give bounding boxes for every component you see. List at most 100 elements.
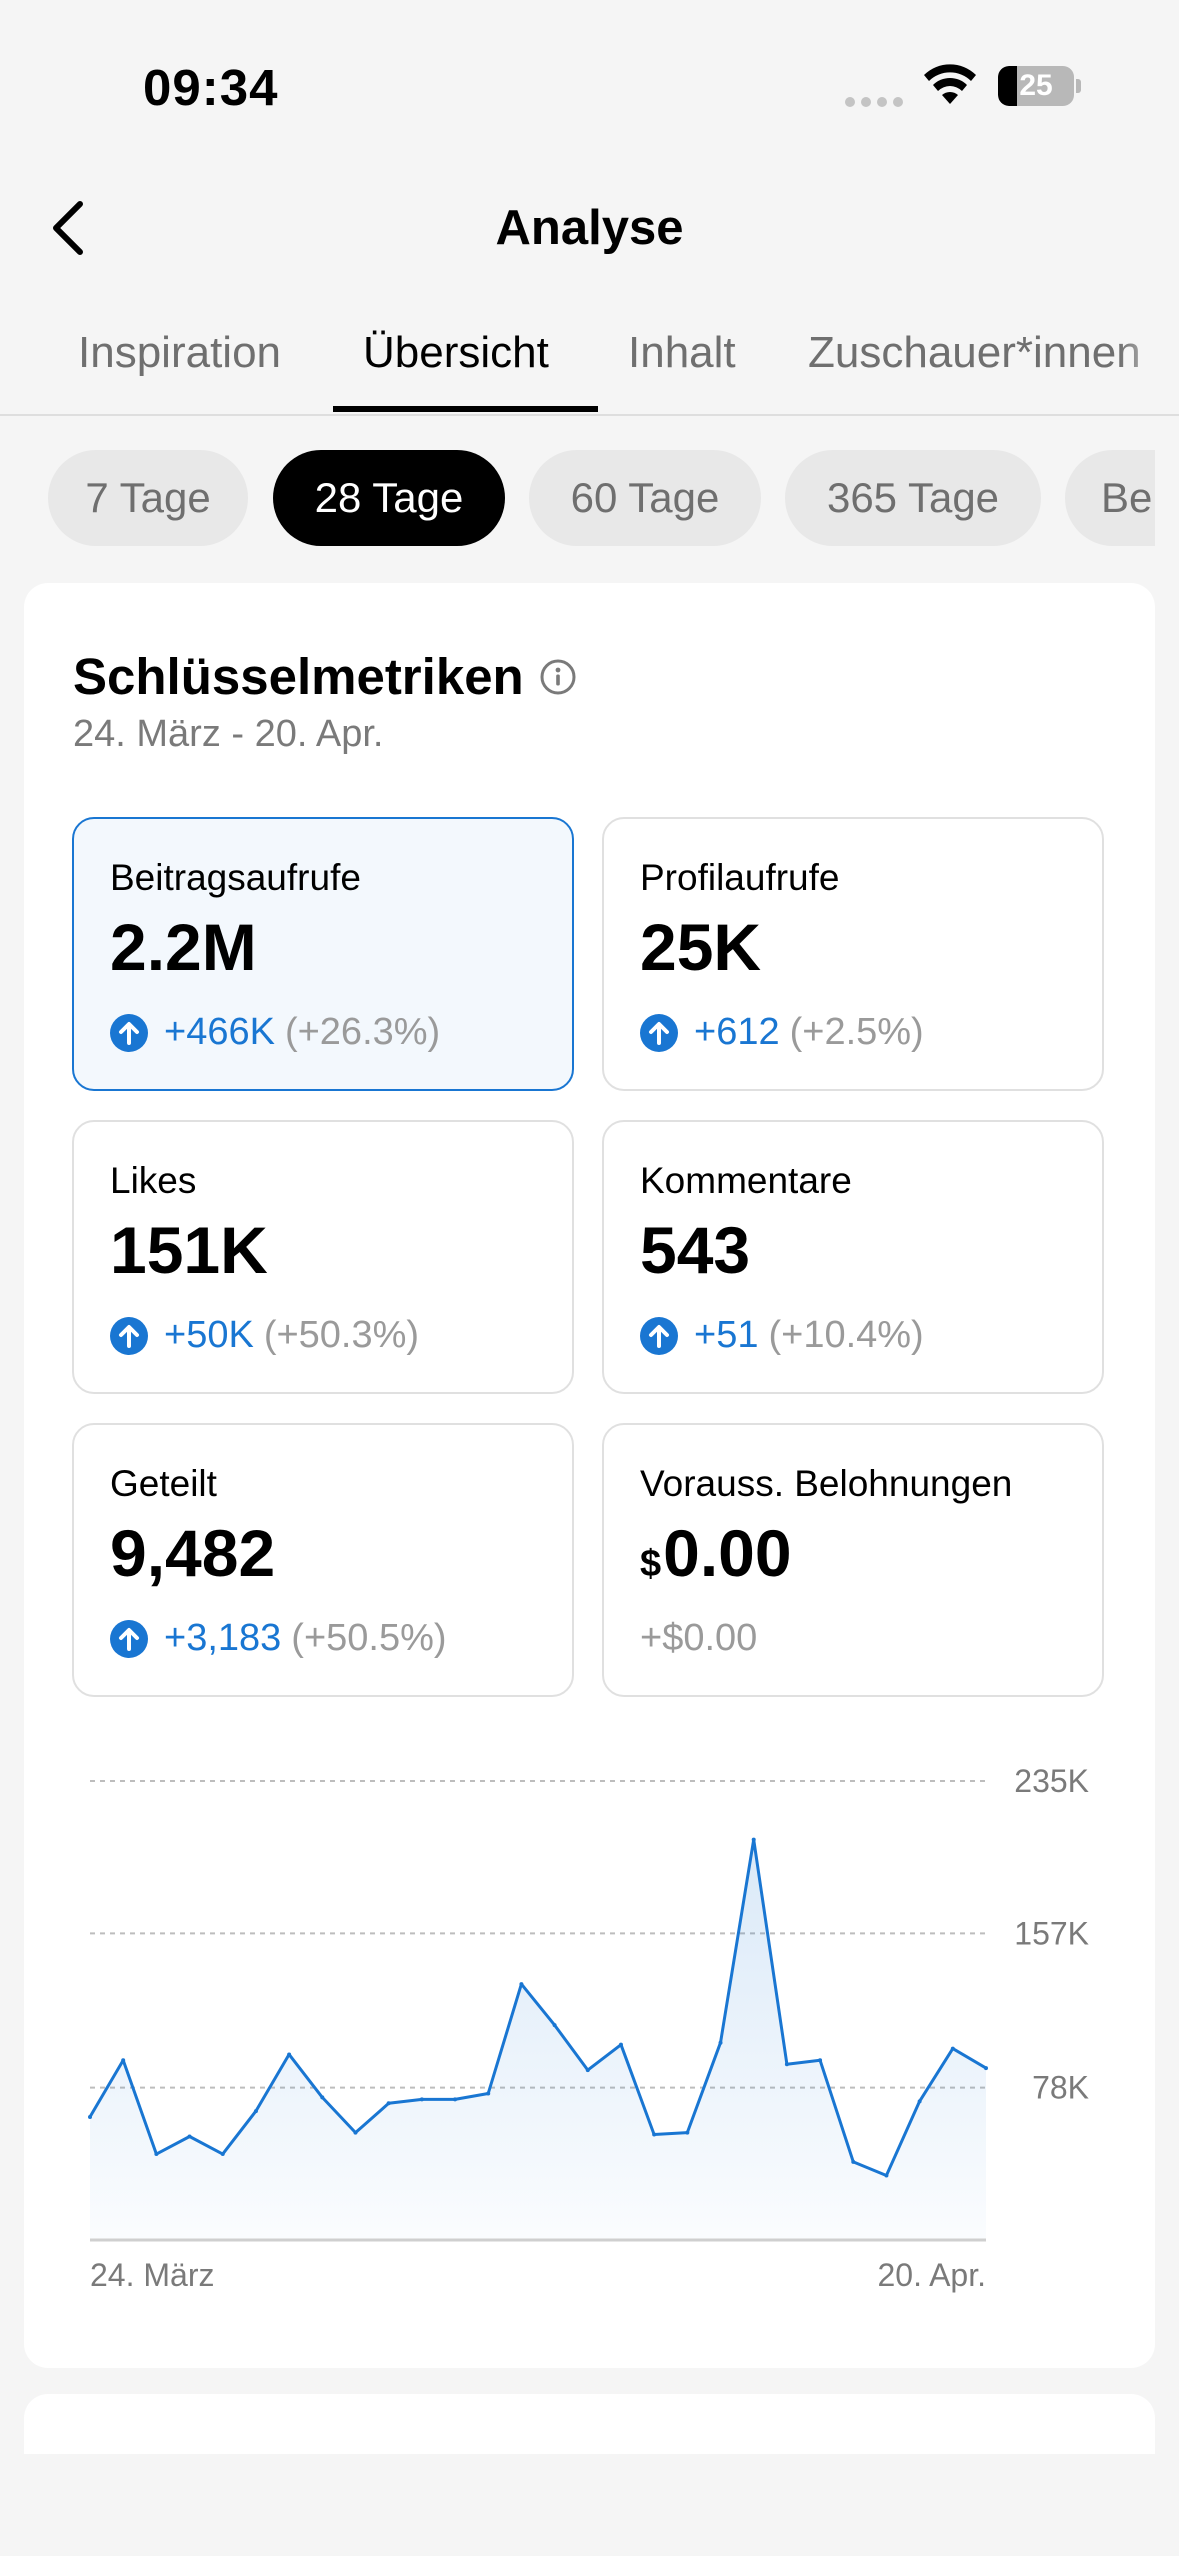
chart-point bbox=[751, 1837, 756, 1842]
x-axis-end-label: 20. Apr. bbox=[877, 2257, 986, 2293]
post-views-chart: 235K 157K 78K 24. März 20. Apr. bbox=[88, 1763, 1089, 2293]
page-title: Analyse bbox=[495, 201, 684, 255]
metric-post-views[interactable]: Beitragsaufrufe 2.2M +466K (+26.3%) bbox=[72, 817, 574, 1091]
chart-area-fill bbox=[90, 1839, 986, 2240]
battery-level: 25 bbox=[1019, 69, 1053, 102]
chart-point bbox=[287, 2052, 292, 2057]
metric-likes[interactable]: Likes 151K +50K (+50.3%) bbox=[72, 1120, 574, 1394]
metric-label: Vorauss. Belohnungen bbox=[640, 1463, 1013, 1504]
delta-percent: (+10.4%) bbox=[768, 1314, 924, 1356]
delta-percent: (+50.3%) bbox=[263, 1314, 420, 1356]
metric-comments[interactable]: Kommentare 543 +51 (+10.4%) bbox=[602, 1120, 1104, 1394]
info-icon[interactable] bbox=[540, 659, 576, 695]
chart-point bbox=[585, 2068, 590, 2073]
metric-value: 543 bbox=[640, 1213, 751, 1287]
tab-audience[interactable]: Zuschauer*innen bbox=[808, 328, 1141, 377]
chart-series-line bbox=[88, 1838, 987, 2177]
delta-percent: (+50.5%) bbox=[291, 1617, 447, 1659]
delta-absolute: +612 bbox=[694, 1011, 780, 1053]
chart-point bbox=[652, 2132, 657, 2137]
chart-point bbox=[386, 2101, 391, 2106]
metric-estimated-rewards[interactable]: Vorauss. Belohnungen $0.00 +$0.00 bbox=[602, 1423, 1104, 1697]
metric-label: Beitragsaufrufe bbox=[110, 857, 361, 898]
chart-point bbox=[320, 2095, 325, 2100]
chart-point bbox=[154, 2152, 159, 2157]
metric-profile-views[interactable]: Profilaufrufe 25K +612 (+2.5%) bbox=[602, 817, 1104, 1091]
y-tick-label: 235K bbox=[1014, 1763, 1089, 1799]
currency-symbol: $ bbox=[640, 1543, 662, 1585]
chart-point bbox=[419, 2097, 424, 2102]
metric-delta: +51 (+10.4%) bbox=[640, 1314, 924, 1357]
chart-point bbox=[519, 1982, 524, 1987]
chip-365-days[interactable]: 365 Tage bbox=[785, 450, 1041, 546]
y-tick-label: 157K bbox=[1014, 1915, 1089, 1951]
chart-point bbox=[718, 2040, 723, 2045]
tab-fade bbox=[1119, 300, 1179, 410]
key-metrics-header: Schlüsselmetriken bbox=[73, 647, 576, 706]
chart-point bbox=[618, 2042, 623, 2047]
metric-value: 25K bbox=[640, 910, 762, 984]
date-range-chips: 7 Tage 28 Tage 60 Tage 365 Tage Benutzer… bbox=[0, 450, 1155, 548]
metric-value-number: 0.00 bbox=[663, 1516, 792, 1590]
metric-label: Profilaufrufe bbox=[640, 857, 840, 898]
chart-point bbox=[220, 2152, 225, 2157]
metric-delta: +3,183 (+50.5%) bbox=[110, 1617, 447, 1660]
metric-value: 2.2M bbox=[110, 910, 257, 984]
back-button[interactable] bbox=[38, 198, 98, 258]
chart-point bbox=[353, 2130, 358, 2135]
date-range-label: 24. März - 20. Apr. bbox=[73, 713, 384, 755]
key-metrics-card: Schlüsselmetriken 24. März - 20. Apr. Be… bbox=[24, 583, 1155, 2368]
wifi-icon bbox=[924, 64, 976, 104]
metric-delta: +50K (+50.3%) bbox=[110, 1314, 419, 1357]
chip-custom[interactable]: Benutzerdefiniert bbox=[1065, 450, 1155, 546]
status-time: 09:34 bbox=[143, 59, 279, 116]
metric-value: 9,482 bbox=[110, 1516, 276, 1590]
x-axis-start-label: 24. März bbox=[90, 2257, 214, 2293]
active-tab-indicator bbox=[333, 406, 598, 412]
delta-absolute: +3,183 bbox=[164, 1617, 282, 1659]
chart-point bbox=[121, 2058, 126, 2063]
y-tick-label: 78K bbox=[1032, 2070, 1089, 2106]
cellular-signal-icon bbox=[845, 94, 909, 112]
delta-flat: +$0.00 bbox=[640, 1617, 758, 1659]
bottom-safe-area bbox=[0, 2454, 1179, 2556]
metric-label: Geteilt bbox=[110, 1463, 217, 1504]
chart-point bbox=[486, 2091, 491, 2096]
status-bar: 09:34 25 bbox=[0, 0, 1179, 170]
metric-shares[interactable]: Geteilt 9,482 +3,183 (+50.5%) bbox=[72, 1423, 574, 1697]
delta-percent: (+2.5%) bbox=[789, 1011, 924, 1053]
chart-point bbox=[950, 2046, 955, 2051]
arrow-up-icon bbox=[110, 1316, 148, 1355]
delta-absolute: +51 bbox=[694, 1314, 759, 1356]
delta-percent: (+26.3%) bbox=[284, 1011, 441, 1053]
battery-icon: 25 bbox=[998, 66, 1074, 106]
arrow-up-icon bbox=[640, 1013, 678, 1052]
chip-60-days[interactable]: 60 Tage bbox=[529, 450, 761, 546]
arrow-up-icon bbox=[110, 1619, 148, 1658]
tab-content[interactable]: Inhalt bbox=[628, 328, 736, 377]
chart-point bbox=[88, 2114, 92, 2119]
chart-point bbox=[453, 2097, 458, 2102]
chart-point bbox=[685, 2130, 690, 2135]
chart-point bbox=[784, 2062, 789, 2067]
chart-point bbox=[552, 2023, 557, 2028]
tab-bar: Inspiration Übersicht Inhalt Zuschauer*i… bbox=[0, 300, 1179, 416]
chart-point bbox=[187, 2134, 192, 2139]
tab-inspiration[interactable]: Inspiration bbox=[78, 328, 282, 377]
chart-point bbox=[884, 2173, 889, 2178]
chip-28-days[interactable]: 28 Tage bbox=[273, 450, 505, 546]
arrow-up-icon bbox=[640, 1316, 678, 1355]
nav-bar: Analyse bbox=[0, 170, 1179, 290]
tab-overview[interactable]: Übersicht bbox=[363, 328, 549, 377]
chart-point bbox=[984, 2066, 988, 2071]
chevron-left-icon bbox=[53, 201, 83, 255]
arrow-up-icon bbox=[110, 1013, 148, 1052]
chart-point bbox=[917, 2099, 922, 2104]
metric-value: $0.00 bbox=[640, 1515, 792, 1591]
key-metrics-title: Schlüsselmetriken bbox=[73, 648, 524, 705]
battery-cap bbox=[1076, 79, 1081, 93]
chart-point bbox=[253, 2109, 258, 2114]
chart-point bbox=[818, 2058, 823, 2063]
chip-7-days[interactable]: 7 Tage bbox=[48, 450, 248, 546]
metric-label: Likes bbox=[110, 1160, 197, 1201]
